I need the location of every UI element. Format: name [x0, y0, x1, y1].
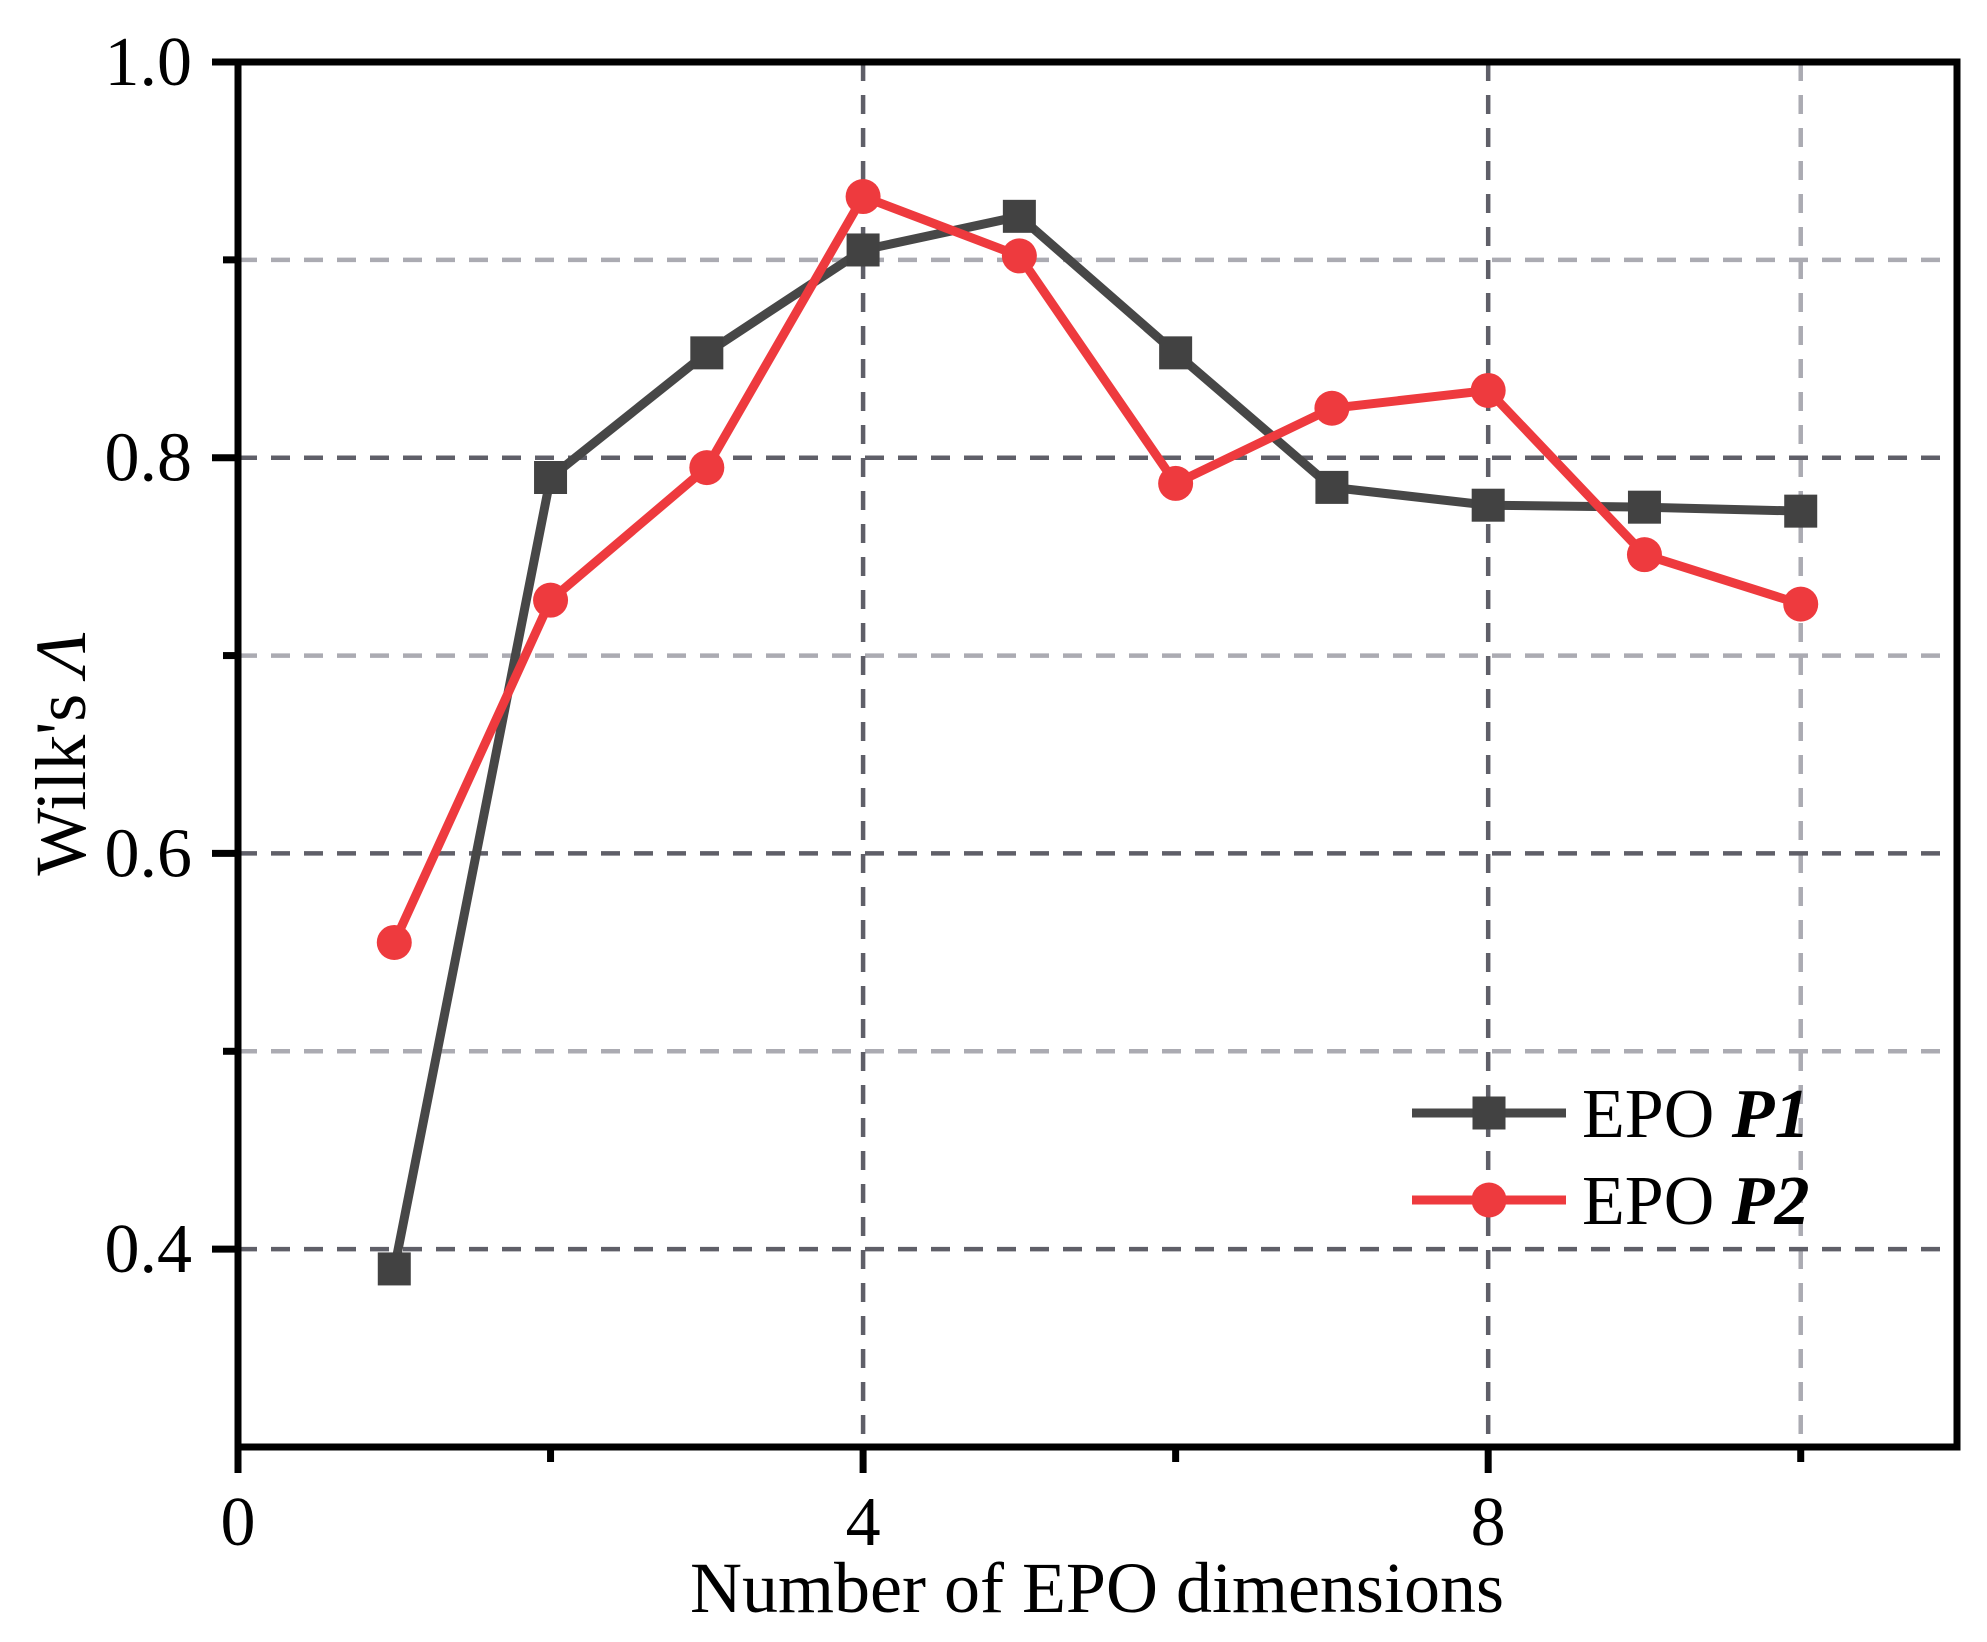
legend-label-p1: EPO P1 — [1582, 1076, 1810, 1153]
data-point-circle-p2 — [1783, 586, 1819, 622]
data-point-circle-p2 — [1158, 465, 1194, 501]
legend-item-epo-p1: EPO P1 — [1412, 1076, 1810, 1153]
legend-circle-marker-icon — [1471, 1182, 1507, 1218]
x-tick-label: 4 — [846, 1484, 881, 1561]
minor-gridlines — [238, 62, 1957, 1447]
data-point-circle-p2 — [1001, 238, 1037, 274]
legend-square-marker-icon — [1472, 1096, 1506, 1130]
data-point-square-p1 — [1159, 336, 1193, 370]
data-point-square-p1 — [1002, 199, 1036, 233]
data-point-square-p1 — [1471, 488, 1505, 522]
legend: EPO P1 EPO P2 — [1412, 1076, 1810, 1240]
plot-border — [234, 58, 1961, 1451]
y-tick-label: 0.4 — [105, 1211, 193, 1288]
y-tick-label: 1.0 — [105, 24, 193, 101]
data-point-square-p1 — [1315, 470, 1349, 504]
x-tick-label: 0 — [221, 1484, 256, 1561]
data-point-square-p1 — [377, 1252, 411, 1286]
data-point-circle-p2 — [1626, 537, 1662, 573]
y-tick-label: 0.6 — [105, 815, 193, 892]
data-point-square-p1 — [1627, 490, 1661, 524]
legend-label-p2-prefix: EPO — [1582, 1163, 1732, 1240]
y-tick-label: 0.8 — [105, 420, 193, 497]
data-point-circle-p2 — [689, 450, 725, 486]
data-point-circle-p2 — [533, 582, 569, 618]
major-gridlines — [238, 62, 1957, 1447]
y-axis-title: Wilk's Λ — [21, 632, 101, 876]
x-axis-title: Number of EPO dimensions — [690, 1548, 1504, 1628]
legend-label-p2: EPO P2 — [1582, 1163, 1810, 1240]
lambda-symbol: Λ — [21, 632, 101, 682]
data-point-square-p1 — [1784, 494, 1818, 528]
legend-item-epo-p2: EPO P2 — [1412, 1163, 1810, 1240]
data-point-square-p1 — [846, 233, 880, 267]
data-point-square-p1 — [690, 336, 724, 370]
axis-ticks — [212, 58, 1805, 1473]
data-point-circle-p2 — [376, 924, 412, 960]
legend-label-p1-emph: P1 — [1731, 1076, 1810, 1153]
legend-label-p1-prefix: EPO — [1582, 1076, 1732, 1153]
x-tick-label: 8 — [1471, 1484, 1506, 1561]
axis-tick-labels: 1.0 0.8 0.6 0.4 0 4 8 — [105, 24, 1506, 1561]
data-point-circle-p2 — [1470, 372, 1506, 408]
series-line-p1 — [389, 211, 1801, 1270]
data-series — [376, 179, 1819, 1286]
data-point-circle-p2 — [845, 179, 881, 215]
data-point-circle-p2 — [1314, 390, 1350, 426]
y-axis-title-text: Wilk's — [21, 676, 101, 876]
data-point-square-p1 — [534, 461, 568, 494]
series-line-p2 — [390, 190, 1803, 945]
legend-label-p2-emph: P2 — [1731, 1163, 1810, 1240]
